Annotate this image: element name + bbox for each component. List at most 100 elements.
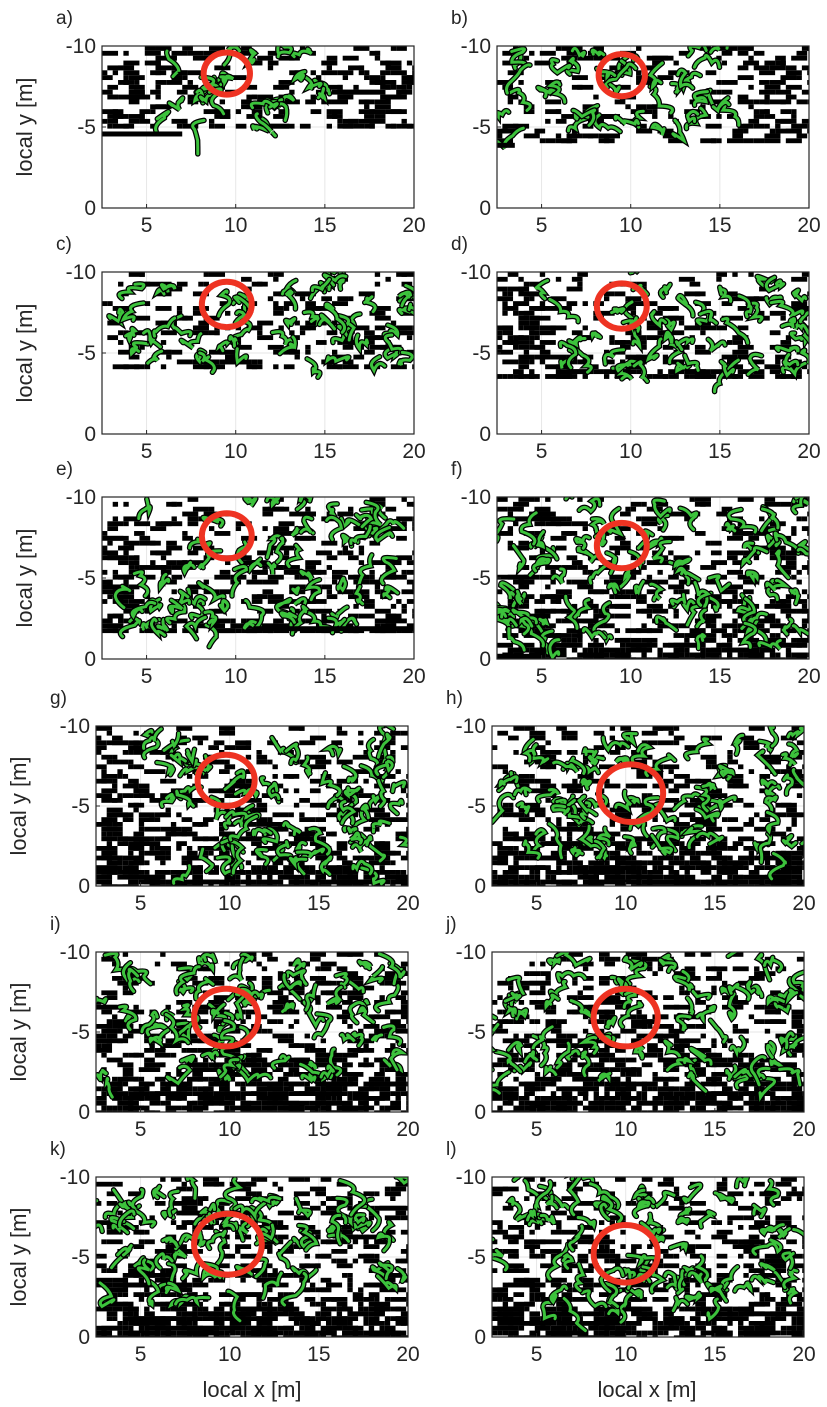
object-cell xyxy=(577,633,583,638)
object-cell xyxy=(165,1091,182,1096)
object-cell xyxy=(224,726,236,731)
object-cell xyxy=(230,75,247,81)
object-cell xyxy=(321,296,332,302)
object-cell xyxy=(566,531,578,536)
object-cell xyxy=(171,574,183,580)
object-cell xyxy=(213,1081,230,1087)
object-cell xyxy=(379,995,385,1000)
object-cell xyxy=(112,826,118,832)
object-cell xyxy=(748,870,760,875)
object-cell xyxy=(502,301,508,307)
object-cell xyxy=(208,1091,214,1096)
feature-highlight xyxy=(724,522,737,533)
object-cell xyxy=(561,608,578,614)
object-cell xyxy=(160,555,167,561)
object-cell xyxy=(705,540,711,546)
feature-highlight xyxy=(330,605,349,621)
object-cell xyxy=(801,306,809,311)
feature-highlight xyxy=(305,357,322,379)
object-cell xyxy=(138,850,145,856)
object-cell xyxy=(358,560,365,566)
feature-highlight xyxy=(683,353,700,372)
object-cell xyxy=(641,657,653,659)
object-cell xyxy=(753,65,770,71)
feature-highlight xyxy=(595,826,612,847)
object-cell xyxy=(791,109,797,115)
object-cell xyxy=(262,579,279,585)
object-cell xyxy=(235,325,242,331)
feature-highlight xyxy=(497,126,525,150)
object-cell xyxy=(358,884,369,886)
object-cell xyxy=(726,291,738,297)
object-cell xyxy=(529,340,535,345)
feature-highlight xyxy=(184,615,207,641)
object-cell xyxy=(566,637,572,643)
object-cell xyxy=(507,272,519,277)
object-cell xyxy=(780,501,792,507)
object-cell xyxy=(807,80,809,85)
object-cell xyxy=(123,65,135,71)
feature-highlight xyxy=(342,764,358,783)
object-cell xyxy=(358,118,375,124)
object-cell xyxy=(257,550,274,556)
feature-highlight xyxy=(233,295,253,314)
object-cell xyxy=(539,359,546,365)
object-cell xyxy=(358,550,365,556)
object-cell xyxy=(780,603,792,609)
object-cell xyxy=(695,850,701,856)
object-cell xyxy=(138,1086,150,1092)
object-cell xyxy=(176,75,183,81)
object-cell xyxy=(566,374,578,379)
object-cell xyxy=(288,1081,305,1087)
object-cell xyxy=(299,1081,305,1087)
object-cell xyxy=(326,84,343,90)
object-cell xyxy=(598,310,615,316)
object-cell xyxy=(566,865,573,870)
object-cell xyxy=(396,46,407,51)
object-cell xyxy=(625,296,642,302)
object-cell xyxy=(348,555,359,561)
feature-highlight xyxy=(335,313,356,342)
object-cell xyxy=(245,879,257,885)
object-cell xyxy=(283,306,290,311)
object-cell xyxy=(657,369,663,375)
object-cell xyxy=(571,637,578,643)
object-cell xyxy=(678,50,690,56)
object-cell xyxy=(149,1043,155,1048)
object-cell xyxy=(374,55,381,61)
object-cell xyxy=(208,1076,225,1082)
object-cell xyxy=(497,133,503,139)
feature-highlight xyxy=(615,359,644,373)
feature-highlight xyxy=(548,297,580,324)
object-cell xyxy=(534,884,546,886)
feature-highlight xyxy=(326,616,347,629)
object-cell xyxy=(374,1028,391,1034)
object-cell xyxy=(513,726,525,731)
object-cell xyxy=(738,764,744,770)
object-cell xyxy=(192,310,204,316)
object-cell xyxy=(412,608,414,614)
object-cell xyxy=(176,306,183,311)
object-cell xyxy=(96,735,102,741)
object-cell xyxy=(529,325,535,331)
feature-highlight xyxy=(534,279,549,301)
object-cell xyxy=(518,584,530,590)
object-cell xyxy=(203,50,220,56)
object-cell xyxy=(363,1062,375,1068)
object-cell xyxy=(219,769,230,774)
object-cell xyxy=(518,286,530,292)
feature-highlight xyxy=(360,866,386,886)
object-cell xyxy=(780,855,792,861)
object-cell xyxy=(203,272,209,277)
feature-highlight xyxy=(149,617,167,638)
object-cell xyxy=(534,315,551,321)
object-cell xyxy=(571,579,588,585)
object-cell xyxy=(240,783,257,789)
object-cell xyxy=(106,1110,113,1112)
y-tick-label: 0 xyxy=(479,648,491,671)
object-cell xyxy=(117,1110,123,1112)
object-cell xyxy=(593,874,599,880)
feature-highlight xyxy=(740,621,757,649)
object-cell xyxy=(550,608,567,614)
object-cell xyxy=(753,555,760,561)
